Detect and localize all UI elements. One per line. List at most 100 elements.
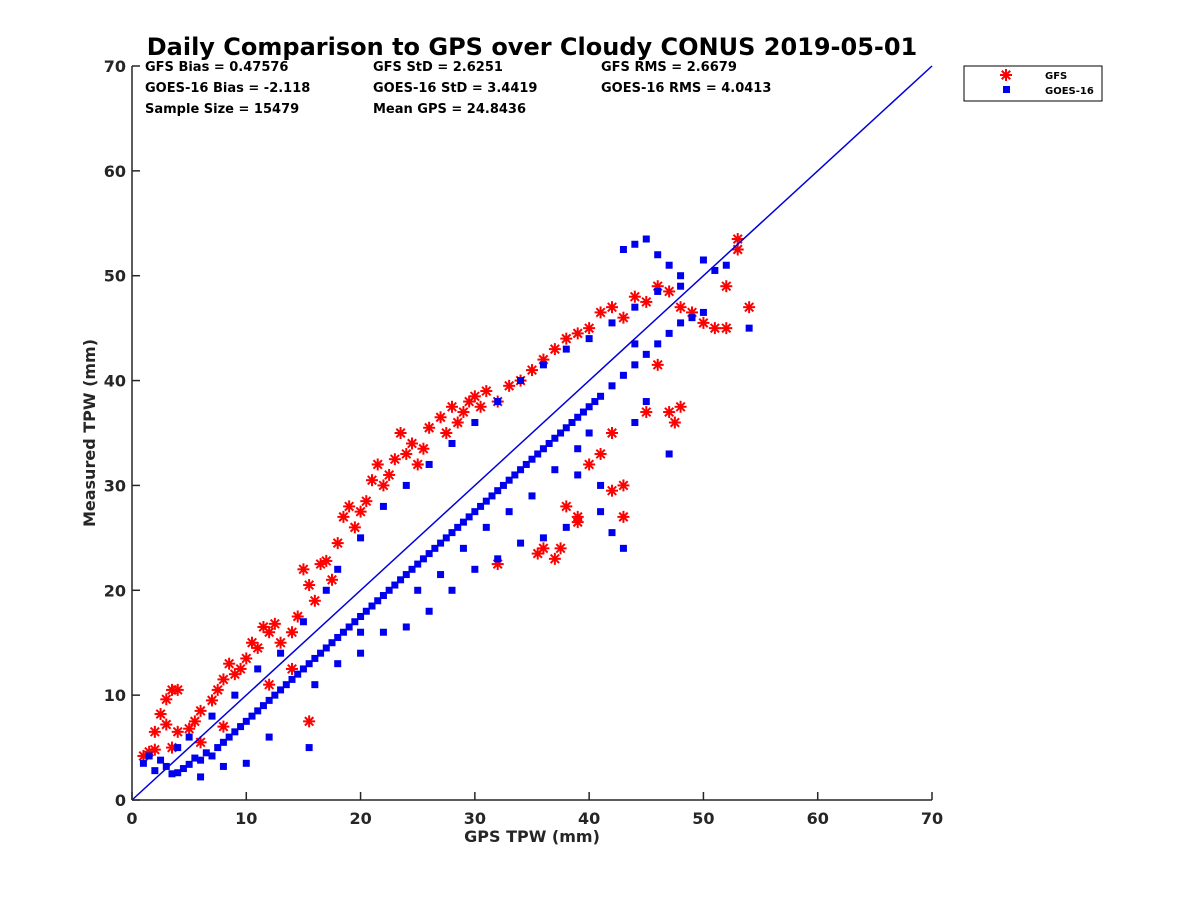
goes-point (574, 445, 582, 453)
gfs-point (708, 322, 721, 335)
goes-point (357, 534, 365, 542)
goes-point (579, 408, 587, 416)
goes-point (585, 403, 593, 411)
goes-point (631, 303, 639, 311)
gfs-point (331, 537, 344, 550)
gfs-point (674, 301, 687, 314)
goes-point (631, 340, 639, 348)
x-tick-label: 70 (921, 809, 943, 828)
goes-point (597, 508, 605, 516)
gfs-point (571, 516, 584, 529)
gfs-point (474, 400, 487, 413)
gfs-point (554, 542, 567, 555)
gfs-point (446, 400, 458, 413)
goes-point (379, 592, 387, 600)
goes-point (185, 760, 193, 768)
goes-point (357, 649, 365, 657)
goes-point (317, 649, 325, 657)
gfs-point (606, 484, 618, 497)
gfs-point (211, 683, 224, 696)
goes-point (334, 660, 342, 668)
gfs-point (594, 447, 607, 460)
gfs-point (183, 722, 196, 735)
goes-point (357, 628, 365, 636)
goes-point (488, 492, 496, 500)
goes-point (254, 665, 262, 673)
goes-point (574, 471, 582, 479)
axes (131, 66, 932, 801)
goes-point (414, 586, 422, 594)
goes-point (157, 756, 165, 764)
goes-point (545, 439, 553, 447)
goes-point (505, 508, 513, 516)
gfs-point (668, 416, 681, 429)
goes-point (322, 586, 330, 594)
gfs-point (394, 427, 407, 439)
gfs-point (583, 322, 596, 335)
goes-point (339, 628, 347, 636)
stat-gfs-bias: GFS Bias = 0.47576 (145, 60, 288, 75)
y-tick-label: 60 (104, 162, 126, 181)
goes-point (642, 235, 650, 243)
goes-point (174, 769, 182, 777)
goes-point (619, 371, 627, 379)
goes-point (551, 434, 559, 442)
gfs-point (320, 554, 333, 567)
gfs-point (188, 715, 201, 728)
series-goes-16 (139, 235, 753, 781)
x-tick-label: 20 (349, 809, 371, 828)
gfs-point (263, 626, 276, 639)
goes-point (539, 534, 547, 542)
goes-point (265, 733, 273, 741)
x-tick-label: 50 (692, 809, 714, 828)
goes-point (711, 266, 719, 274)
goes-point (397, 576, 405, 584)
gfs-point (417, 442, 430, 455)
gfs-point (171, 683, 184, 696)
y-tick-label: 0 (115, 791, 126, 810)
gfs-point (606, 301, 618, 314)
goes-point (528, 492, 536, 500)
goes-point (494, 398, 502, 406)
goes-point (425, 550, 433, 558)
goes-point (448, 529, 456, 537)
goes-point (208, 712, 216, 720)
goes-point (677, 282, 685, 290)
x-tick-label: 0 (126, 809, 137, 828)
gfs-point (674, 400, 687, 413)
goes-point (482, 497, 490, 505)
goes-point (311, 654, 319, 662)
goes-point (745, 324, 753, 332)
gfs-point (337, 510, 350, 523)
goes-point (677, 319, 685, 327)
goes-point (551, 466, 559, 474)
goes-point (334, 565, 342, 573)
stats-block: GFS Bias = 0.47576 GFS StD = 2.6251 GFS … (145, 60, 771, 117)
goes-point (265, 696, 273, 704)
goes-point (328, 639, 336, 647)
goes-point (419, 555, 427, 563)
goes-point (139, 759, 147, 767)
goes-point (202, 749, 210, 757)
gfs-point (366, 474, 378, 487)
gfs-point (457, 406, 470, 419)
goes-point (242, 717, 250, 725)
goes-point (471, 419, 479, 427)
goes-point (511, 471, 519, 479)
gfs-point (263, 678, 276, 691)
legend-gfs-asterisk (1000, 69, 1012, 81)
gfs-point (451, 416, 464, 429)
goes-point (425, 607, 433, 615)
goes-point (471, 565, 479, 573)
gfs-point (354, 505, 367, 518)
gfs-point (377, 479, 390, 492)
goes-point (608, 529, 616, 537)
legend-box (963, 65, 1103, 102)
x-tick-label: 30 (464, 809, 486, 828)
goes-point (528, 455, 536, 463)
goes-point (219, 738, 227, 746)
gfs-point (480, 385, 493, 398)
goes-point (425, 460, 433, 468)
goes-point (665, 329, 673, 337)
goes-point (174, 744, 182, 752)
